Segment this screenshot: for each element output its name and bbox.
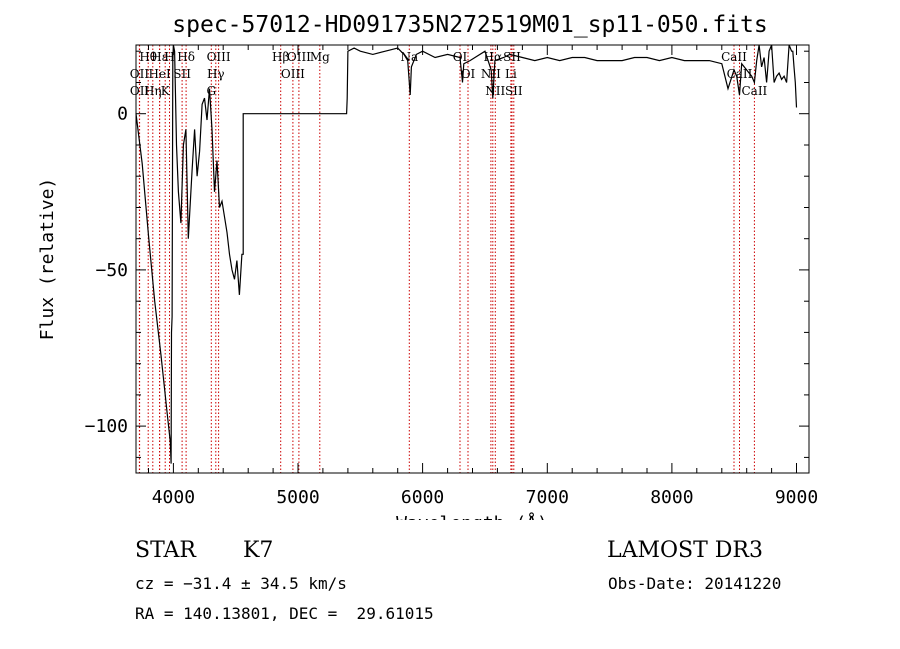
line-label: SII: [505, 84, 523, 98]
y-axis-label: Flux (relative): [37, 178, 58, 341]
y-tick-label: −100: [85, 416, 128, 437]
line-label: CaII: [727, 67, 753, 81]
redshift-text: cz = −31.4 ± 34.5 km/s: [135, 574, 347, 593]
line-label: OIII: [207, 50, 231, 64]
x-tick-label: 8000: [650, 487, 693, 508]
x-axis: 4000 5000 6000 7000 8000 9000: [148, 45, 818, 508]
object-subclass: K7: [243, 538, 274, 563]
line-marks: [138, 45, 755, 473]
line-label: NII: [485, 84, 505, 98]
line-label: OII: [130, 84, 150, 98]
line-label: OIII: [287, 50, 311, 64]
line-label: Li: [505, 67, 517, 81]
line-label: SII: [173, 67, 191, 81]
line-label: Hδ: [177, 50, 195, 64]
plot-frame: [135, 44, 810, 474]
line-label: K: [161, 84, 171, 98]
line-label: CaII: [721, 50, 747, 64]
line-label: HeI: [148, 67, 171, 81]
x-tick-label: 7000: [526, 487, 569, 508]
line-label: Hη: [144, 84, 162, 98]
x-tick-label: 4000: [152, 487, 195, 508]
spectrum-chart: spec-57012-HD091735N272519M01_sp11-050.f…: [37, 12, 818, 520]
obs-date: Obs-Date: 20141220: [608, 574, 782, 593]
survey-name: LAMOST DR3: [607, 538, 763, 563]
line-label: Hθ: [139, 50, 157, 64]
x-tick-label: 9000: [775, 487, 818, 508]
line-label: Hβ: [272, 50, 289, 64]
line-label: Hγ: [207, 67, 225, 81]
x-axis-label: Wavelength (Å): [396, 512, 548, 520]
spectrum-series-line: [135, 44, 798, 464]
y-tick-label: 0: [117, 104, 128, 125]
object-class: STAR: [135, 538, 196, 563]
line-label: OI: [461, 67, 476, 81]
chart-title: spec-57012-HD091735N272519M01_sp11-050.f…: [172, 12, 767, 38]
line-label: OIII: [281, 67, 305, 81]
x-tick-label: 5000: [276, 487, 319, 508]
line-label: CaII: [741, 84, 767, 98]
coordinates: RA = 140.13801, DEC = 29.61015: [135, 604, 434, 623]
line-label: H: [164, 50, 174, 64]
line-label: Hε: [151, 50, 168, 64]
y-axis: 0 −50 −100: [85, 50, 809, 458]
line-label: G: [207, 84, 217, 98]
line-label: Mg: [310, 50, 330, 64]
x-tick-label: 6000: [401, 487, 444, 508]
line-label: SII: [503, 50, 521, 64]
y-tick-label: −50: [95, 260, 128, 281]
line-label: OII: [130, 67, 150, 81]
